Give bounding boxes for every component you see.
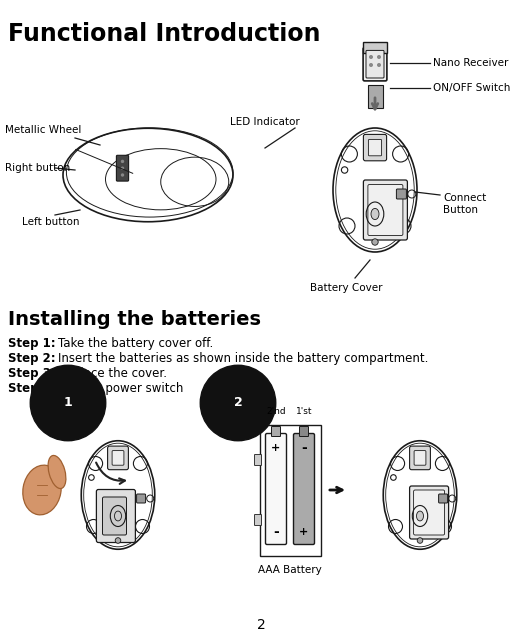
Text: +: +: [300, 527, 309, 537]
Text: ON/OFF Switch: ON/OFF Switch: [433, 83, 511, 93]
FancyBboxPatch shape: [438, 494, 447, 503]
Circle shape: [121, 159, 124, 163]
Circle shape: [377, 63, 381, 67]
FancyBboxPatch shape: [271, 426, 280, 437]
FancyBboxPatch shape: [363, 42, 387, 53]
Ellipse shape: [114, 511, 122, 521]
Text: -: -: [273, 525, 279, 539]
FancyBboxPatch shape: [266, 433, 287, 545]
Text: Take the battery cover off.: Take the battery cover off.: [58, 337, 213, 350]
FancyBboxPatch shape: [255, 514, 262, 525]
Text: 1: 1: [64, 397, 73, 410]
FancyBboxPatch shape: [414, 451, 426, 465]
Text: Battery Cover: Battery Cover: [310, 283, 383, 293]
FancyBboxPatch shape: [255, 455, 262, 466]
FancyBboxPatch shape: [363, 180, 407, 240]
Circle shape: [369, 55, 373, 59]
Circle shape: [115, 538, 121, 543]
Ellipse shape: [371, 208, 379, 220]
FancyBboxPatch shape: [300, 426, 309, 437]
Text: Button: Button: [443, 205, 478, 215]
FancyBboxPatch shape: [108, 446, 128, 469]
Text: Step 3:: Step 3:: [8, 367, 56, 380]
Text: 2: 2: [234, 397, 242, 410]
FancyBboxPatch shape: [97, 489, 135, 543]
FancyBboxPatch shape: [116, 156, 128, 181]
Text: Metallic Wheel: Metallic Wheel: [5, 125, 81, 135]
FancyBboxPatch shape: [137, 494, 146, 503]
Circle shape: [121, 174, 124, 177]
Text: Connect: Connect: [443, 193, 487, 203]
Text: +: +: [271, 443, 281, 453]
Text: 2'nd: 2'nd: [266, 408, 286, 417]
Text: Replace the cover.: Replace the cover.: [58, 367, 167, 380]
FancyBboxPatch shape: [363, 134, 387, 161]
Text: Step 1:: Step 1:: [8, 337, 56, 350]
FancyBboxPatch shape: [259, 424, 321, 556]
Ellipse shape: [23, 465, 61, 515]
FancyBboxPatch shape: [410, 486, 448, 539]
FancyBboxPatch shape: [363, 48, 387, 81]
Ellipse shape: [417, 511, 423, 521]
Circle shape: [121, 167, 124, 170]
Text: 2: 2: [257, 618, 265, 632]
FancyBboxPatch shape: [112, 451, 124, 465]
Circle shape: [372, 239, 378, 245]
Text: 1'st: 1'st: [296, 408, 312, 417]
Text: AAA Battery: AAA Battery: [258, 565, 322, 575]
FancyBboxPatch shape: [102, 497, 126, 535]
FancyBboxPatch shape: [396, 189, 407, 199]
Ellipse shape: [48, 455, 66, 489]
Text: Step 2:: Step 2:: [8, 352, 56, 365]
FancyBboxPatch shape: [366, 50, 384, 78]
FancyBboxPatch shape: [293, 433, 314, 545]
Text: -: -: [301, 441, 307, 455]
FancyBboxPatch shape: [413, 490, 445, 535]
Text: Nano Receiver: Nano Receiver: [433, 58, 508, 68]
Text: Left button: Left button: [22, 217, 79, 227]
Text: Insert the batteries as shown inside the battery compartment.: Insert the batteries as shown inside the…: [58, 352, 429, 365]
Text: Turn on power switch: Turn on power switch: [58, 382, 183, 395]
Text: Step 4:: Step 4:: [8, 382, 56, 395]
Text: Right button: Right button: [5, 163, 70, 173]
Text: LED Indicator: LED Indicator: [230, 117, 300, 127]
Text: Installing the batteries: Installing the batteries: [8, 310, 261, 329]
FancyBboxPatch shape: [410, 446, 431, 469]
FancyBboxPatch shape: [369, 140, 382, 156]
Circle shape: [417, 538, 423, 543]
FancyBboxPatch shape: [368, 185, 403, 235]
Circle shape: [369, 63, 373, 67]
Circle shape: [377, 55, 381, 59]
Text: Functional Introduction: Functional Introduction: [8, 22, 321, 46]
FancyBboxPatch shape: [367, 84, 383, 107]
